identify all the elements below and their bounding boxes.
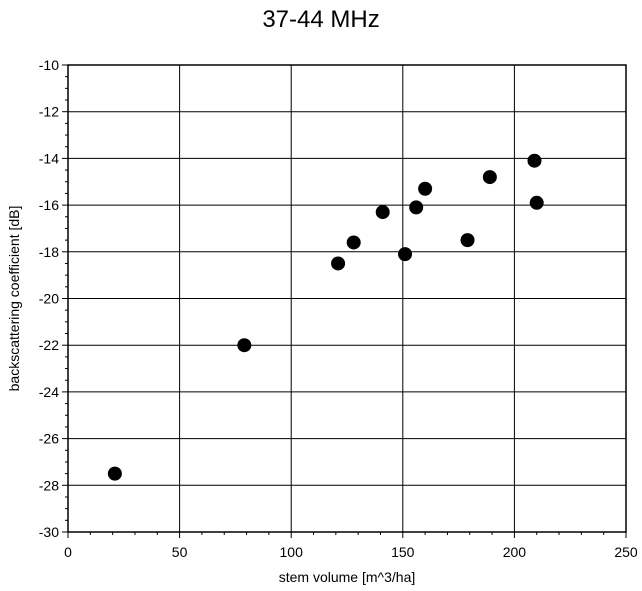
chart-title: 37-44 MHz [262, 6, 380, 33]
y-tick-label: -14 [39, 150, 59, 166]
x-tick-label: 100 [280, 544, 304, 560]
data-point [331, 256, 346, 271]
data-point [527, 153, 542, 168]
y-tick-label: -20 [39, 291, 59, 307]
data-point [237, 338, 252, 353]
y-tick-label: -24 [39, 384, 59, 400]
x-tick-label: 150 [391, 544, 415, 560]
grid-lines [68, 65, 626, 532]
x-tick-label: 0 [64, 544, 72, 560]
data-point [482, 170, 497, 185]
y-axis-label: backscattering coefficient [dB] [6, 206, 22, 392]
data-points [107, 153, 544, 481]
data-point [529, 195, 544, 210]
y-tick-label: -18 [39, 244, 59, 260]
x-axis-label: stem volume [m^3/ha] [279, 569, 416, 585]
y-tick-label: -30 [39, 524, 59, 540]
y-tick-label: -10 [39, 57, 59, 73]
y-tick-label: -28 [39, 477, 59, 493]
data-point [398, 247, 413, 262]
data-point [375, 205, 390, 220]
x-tick-labels: 0 50 100 150 200 250 [64, 544, 638, 560]
data-point [418, 181, 433, 196]
y-tick-label: -22 [39, 337, 59, 353]
y-tick-label: -16 [39, 197, 59, 213]
data-point [107, 466, 122, 481]
x-tick-label: 200 [503, 544, 527, 560]
x-tick-label: 50 [172, 544, 188, 560]
data-point [460, 233, 475, 248]
data-point [346, 235, 361, 250]
y-tick-labels: -30 -28 -26 -24 -22 -20 -18 -16 -14 -12 -10 [39, 57, 59, 540]
y-tick-label: -12 [39, 104, 59, 120]
x-tick-label: 250 [614, 544, 638, 560]
tick-marks [62, 64, 627, 538]
y-tick-label: -26 [39, 431, 59, 447]
data-point [409, 200, 424, 215]
